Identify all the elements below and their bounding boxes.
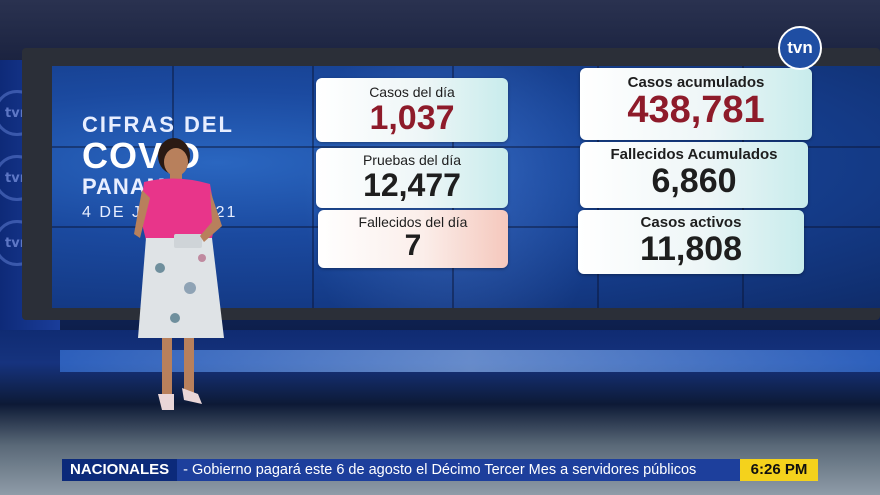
title-line-1: CIFRAS DEL (82, 112, 234, 137)
card-pruebas-del-dia: Pruebas del día 12,477 (316, 148, 508, 208)
card-label: Fallecidos del día (358, 214, 468, 230)
card-label: Casos del día (369, 84, 455, 100)
ticker-clock: 6:26 PM (740, 459, 818, 481)
news-ticker: NACIONALES - Gobierno pagará este 6 de a… (62, 459, 818, 481)
ticker-section-tag: NACIONALES (62, 459, 178, 481)
ticker-headline: - Gobierno pagará este 6 de agosto el Dé… (177, 459, 740, 481)
card-casos-activos: Casos activos 11,808 (578, 210, 804, 274)
card-label: Fallecidos Acumulados (610, 146, 778, 163)
floor-light-strip (60, 350, 880, 372)
card-value: 438,781 (627, 89, 765, 131)
card-value: 12,477 (363, 167, 461, 203)
card-value: 7 (404, 229, 422, 262)
card-value: 1,037 (369, 99, 455, 137)
card-label: Casos acumulados (627, 74, 765, 91)
card-value: 11,808 (639, 230, 743, 268)
card-casos-del-dia: Casos del día 1,037 (316, 78, 508, 142)
news-anchor-figure (134, 138, 224, 410)
card-label: Pruebas del día (362, 152, 462, 168)
tvn-logo: tvn (778, 26, 822, 70)
card-fallecidos-del-dia: Fallecidos del día 7 (318, 210, 508, 268)
card-casos-acumulados: Casos acumulados 438,781 (580, 68, 812, 140)
card-label: Casos activos (640, 214, 742, 231)
card-value: 6,860 (651, 162, 737, 200)
card-fallecidos-acumulados: Fallecidos Acumulados 6,860 (580, 142, 808, 208)
